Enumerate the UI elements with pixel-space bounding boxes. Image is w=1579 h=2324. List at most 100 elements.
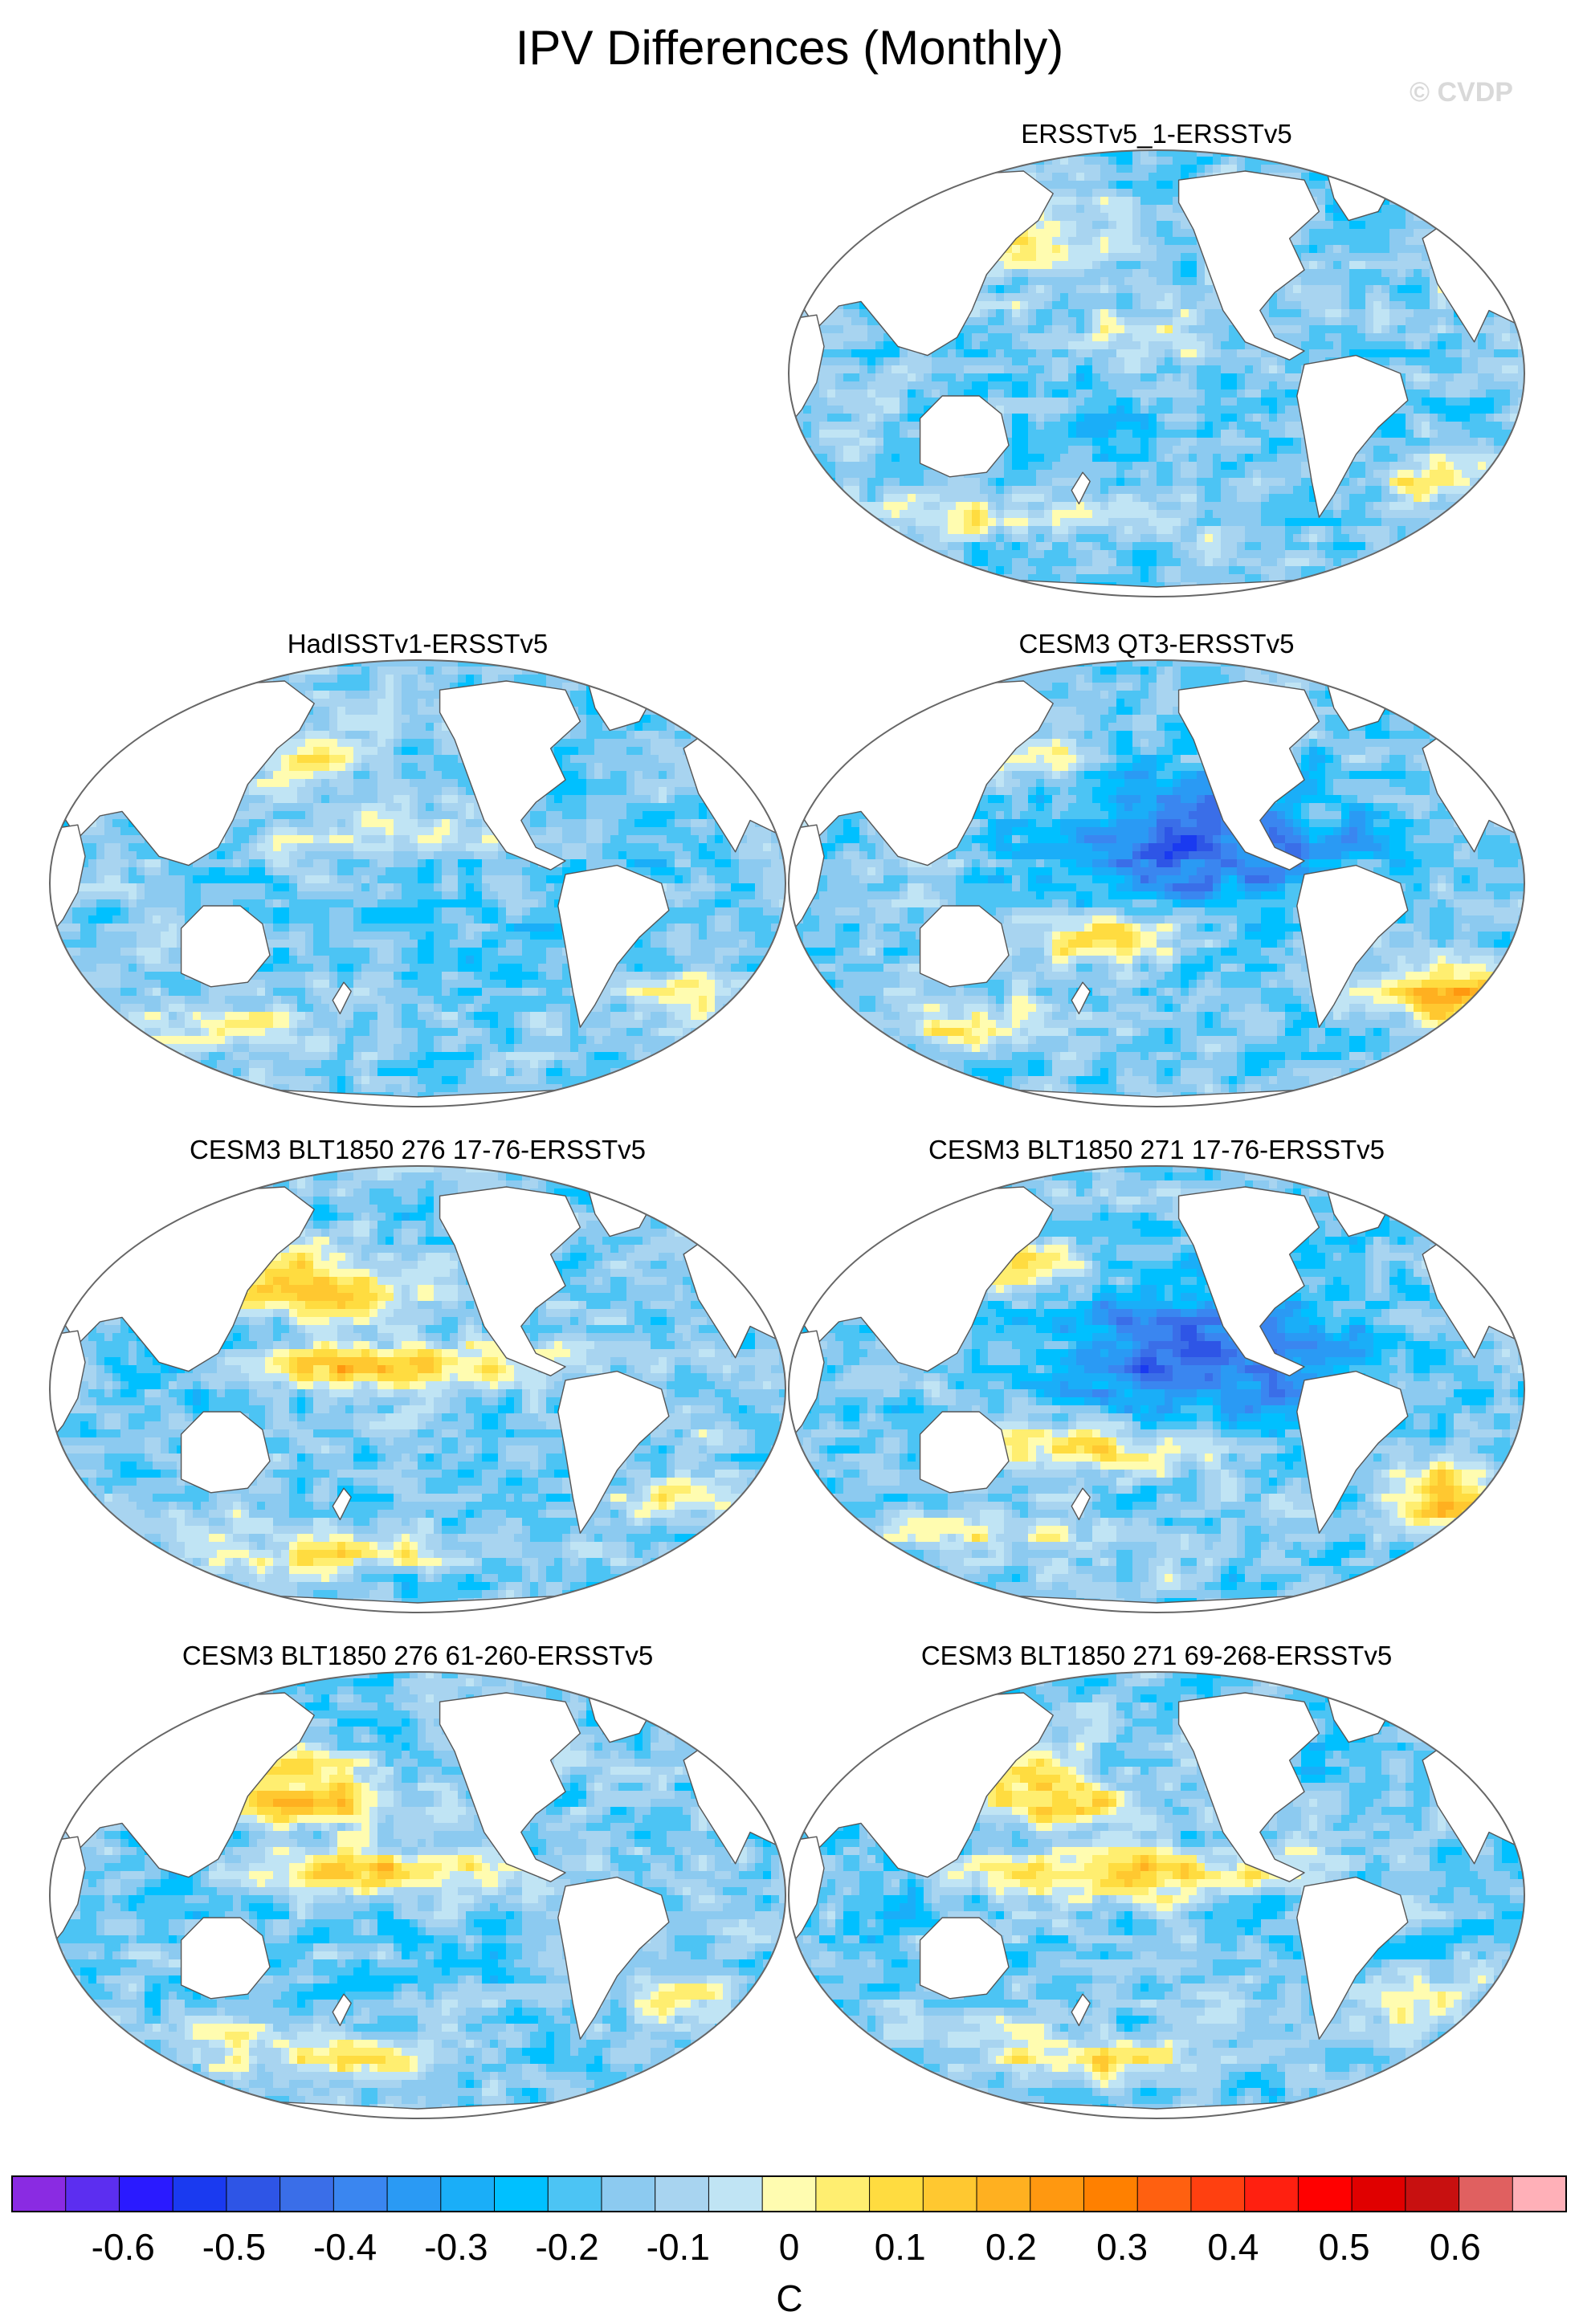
land-namerica — [1177, 170, 1320, 361]
sst-field — [50, 660, 785, 1107]
land-africa — [789, 314, 825, 428]
colorbar-box — [333, 2175, 389, 2212]
colorbar-box — [1405, 2175, 1460, 2212]
land-africa — [789, 1836, 825, 1950]
colorbar-tick-label: 0.4 — [1207, 2226, 1259, 2268]
land-nz — [1071, 981, 1091, 1015]
map-panel-4 — [49, 1165, 786, 1613]
panel-title-4: CESM3 BLT1850 276 17-76-ERSSTv5 — [48, 1134, 787, 1166]
map-outline — [49, 1671, 786, 2119]
land-namerica — [1177, 1186, 1320, 1376]
map-panel-2 — [49, 659, 786, 1107]
colorbar: -0.6 -0.5 -0.4 -0.3 -0.2 -0.1 0 0.1 0.2 0.3 0.4 0.5… — [11, 2175, 1568, 2319]
colorbar-box — [226, 2175, 281, 2212]
land-australia — [180, 1917, 271, 2000]
colorbar-tick-label: -0.3 — [424, 2226, 488, 2268]
sst-field — [50, 1166, 785, 1613]
colorbar-box — [869, 2175, 924, 2212]
panel-title-7: CESM3 BLT1850 271 69-268-ERSSTv5 — [787, 1640, 1526, 1672]
colorbar-box — [1190, 2175, 1246, 2212]
land-nz — [332, 981, 352, 1015]
land-namerica — [439, 680, 581, 870]
land-nz — [332, 1993, 352, 2027]
land-africa — [50, 824, 86, 938]
colorbar-tick-label: 0.2 — [985, 2226, 1037, 2268]
land-samerica — [557, 1370, 670, 1534]
colorbar-box — [1351, 2175, 1406, 2212]
map-panel-3 — [788, 659, 1525, 1107]
land-australia — [180, 1411, 271, 1494]
colorbar-box — [494, 2175, 549, 2212]
land-nz — [1071, 1487, 1091, 1521]
land-africa — [50, 1330, 86, 1444]
land-samerica — [1296, 354, 1409, 518]
colorbar-box — [11, 2175, 67, 2212]
colorbar-box — [547, 2175, 602, 2212]
colorbar-tick-label: 0.6 — [1430, 2226, 1481, 2268]
map-outline — [49, 659, 786, 1107]
land-namerica — [439, 1186, 581, 1376]
land-samerica — [1296, 864, 1409, 1028]
colorbar-tick-label: 0 — [779, 2226, 800, 2268]
map-panel-6 — [49, 1671, 786, 2119]
cvdp-watermark: © CVDP — [1410, 76, 1513, 108]
map-panel-5 — [788, 1165, 1525, 1613]
land-namerica — [439, 1692, 581, 1882]
colorbar-box — [1512, 2175, 1568, 2212]
colorbar-tick-labels: -0.6 -0.5 -0.4 -0.3 -0.2 -0.1 0 0.1 0.2 0.3 0.4 0.5… — [92, 2226, 1481, 2268]
colorbar-box — [761, 2175, 817, 2212]
colorbar-tick-label: -0.2 — [535, 2226, 598, 2268]
map-outline — [49, 1165, 786, 1613]
colorbar-tick-label: -0.4 — [313, 2226, 377, 2268]
land-namerica — [1177, 1692, 1320, 1882]
land-australia — [180, 905, 271, 988]
colorbar-tick-label: 0.3 — [1096, 2226, 1148, 2268]
map-outline — [788, 1671, 1525, 2119]
colorbar-box — [65, 2175, 120, 2212]
colorbar-tick-label: -0.1 — [647, 2226, 710, 2268]
chart-title: IPV Differences (Monthly) — [0, 16, 1579, 80]
colorbar-tick-label: -0.5 — [202, 2226, 266, 2268]
panel-title-6: CESM3 BLT1850 276 61-260-ERSSTv5 — [48, 1640, 787, 1672]
colorbar-box — [172, 2175, 227, 2212]
land-nz — [332, 1487, 352, 1521]
colorbar-tick-label: -0.6 — [92, 2226, 155, 2268]
colorbar-box — [601, 2175, 656, 2212]
land-samerica — [557, 1876, 670, 2040]
land-australia — [919, 395, 1010, 478]
land-samerica — [1296, 1876, 1409, 2040]
panel-title-2: HadISSTv1-ERSSTv5 — [48, 628, 787, 660]
colorbar-box — [118, 2175, 174, 2212]
colorbar-unit-label: C — [776, 2277, 802, 2319]
land-namerica — [1177, 680, 1320, 870]
colorbar-box — [1030, 2175, 1085, 2212]
land-samerica — [1296, 1370, 1409, 1534]
colorbar-box — [708, 2175, 764, 2212]
land-africa — [50, 1836, 86, 1950]
colorbar-boxes — [11, 2175, 1568, 2212]
colorbar-tick-label: 0.5 — [1319, 2226, 1370, 2268]
map-outline — [788, 1165, 1525, 1613]
land-australia — [919, 1411, 1010, 1494]
colorbar-box — [386, 2175, 442, 2212]
panel-title-3: CESM3 QT3-ERSSTv5 — [787, 628, 1526, 660]
land-samerica — [557, 864, 670, 1028]
colorbar-box — [1244, 2175, 1300, 2212]
land-nz — [1071, 471, 1091, 505]
map-outline — [788, 659, 1525, 1107]
colorbar-box — [440, 2175, 496, 2212]
land-nz — [1071, 1993, 1091, 2027]
panel-title-1: ERSSTv5_1-ERSSTv5 — [787, 118, 1526, 150]
colorbar-box — [1297, 2175, 1353, 2212]
panel-title-5: CESM3 BLT1850 271 17-76-ERSSTv5 — [787, 1134, 1526, 1166]
map-panel-1 — [788, 149, 1525, 597]
colorbar-box — [976, 2175, 1031, 2212]
land-australia — [919, 905, 1010, 988]
land-australia — [919, 1917, 1010, 2000]
colorbar-frame — [11, 2175, 1567, 2212]
colorbar-box — [1136, 2175, 1192, 2212]
colorbar-box — [922, 2175, 978, 2212]
colorbar-box — [815, 2175, 871, 2212]
colorbar-box — [279, 2175, 335, 2212]
colorbar-box — [1083, 2175, 1139, 2212]
